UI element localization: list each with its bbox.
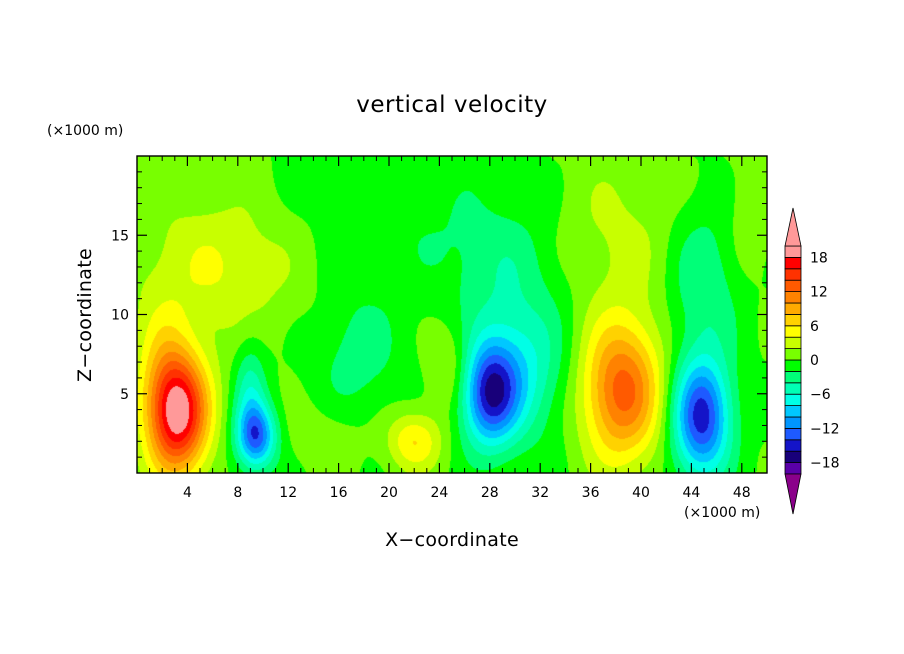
colorbar-tick-label: −18 xyxy=(810,456,840,472)
x-tick-label: 20 xyxy=(380,485,398,501)
x-tick-label: 4 xyxy=(183,485,192,501)
chart-title: vertical velocity xyxy=(356,92,547,118)
y-tick-label: 5 xyxy=(120,387,129,403)
colorbar-box xyxy=(784,370,802,384)
x-axis-label: X−coordinate xyxy=(385,529,519,551)
colorbar-box xyxy=(784,302,802,315)
colorbar-box xyxy=(784,325,802,338)
colorbar-box xyxy=(784,439,802,452)
colorbar: 18 12 6 0 −6 −12 −18 xyxy=(784,207,840,515)
colorbar-box xyxy=(784,245,802,258)
colorbar-tick-label: 0 xyxy=(810,353,819,369)
colorbar-box xyxy=(784,382,802,395)
y-axis-unit: (×1000 m) xyxy=(47,123,123,139)
colorbar-box xyxy=(784,279,802,293)
y-tick-label: 10 xyxy=(111,308,129,324)
x-tick-label: 16 xyxy=(330,485,348,501)
y-tick-label: 15 xyxy=(111,228,129,244)
x-tick-label: 40 xyxy=(632,485,650,501)
colorbar-tick-label: 6 xyxy=(810,319,819,335)
colorbar-tick-label: −12 xyxy=(810,421,840,437)
colorbar-tick-label: 12 xyxy=(810,285,828,301)
colorbar-box xyxy=(784,291,802,304)
colorbar-box xyxy=(784,313,802,327)
colorbar-box xyxy=(784,393,802,407)
colorbar-box xyxy=(784,450,802,464)
colorbar-box xyxy=(784,268,802,281)
x-tick-label: 48 xyxy=(733,485,751,501)
colorbar-tick-label: 18 xyxy=(810,250,828,266)
x-tick-label: 28 xyxy=(481,485,499,501)
x-tick-label: 32 xyxy=(531,485,549,501)
x-tick-label: 44 xyxy=(682,485,700,501)
colorbar-box xyxy=(784,416,802,429)
colorbar-top-extension xyxy=(784,207,802,247)
x-axis-unit: (×1000 m) xyxy=(684,505,760,521)
x-tick-label: 24 xyxy=(430,485,448,501)
colorbar-tick-label: −6 xyxy=(810,387,831,403)
x-axis-ticks: 4 8 12 16 20 24 28 32 36 40 44 48 xyxy=(149,156,755,501)
x-tick-label: 36 xyxy=(582,485,600,501)
y-axis-label: Z−coordinate xyxy=(74,248,96,382)
heatmap-image xyxy=(137,156,767,473)
colorbar-bottom-extension xyxy=(784,473,802,515)
colorbar-box xyxy=(784,462,802,475)
colorbar-box xyxy=(784,256,802,270)
y-axis-ticks: 5 10 15 xyxy=(111,171,767,458)
colorbar-box xyxy=(784,348,802,361)
x-tick-label: 8 xyxy=(233,485,242,501)
colorbar-box xyxy=(784,405,802,418)
colorbar-box xyxy=(784,427,802,441)
colorbar-box xyxy=(784,336,802,350)
x-tick-label: 12 xyxy=(279,485,297,501)
colorbar-box xyxy=(784,359,802,372)
